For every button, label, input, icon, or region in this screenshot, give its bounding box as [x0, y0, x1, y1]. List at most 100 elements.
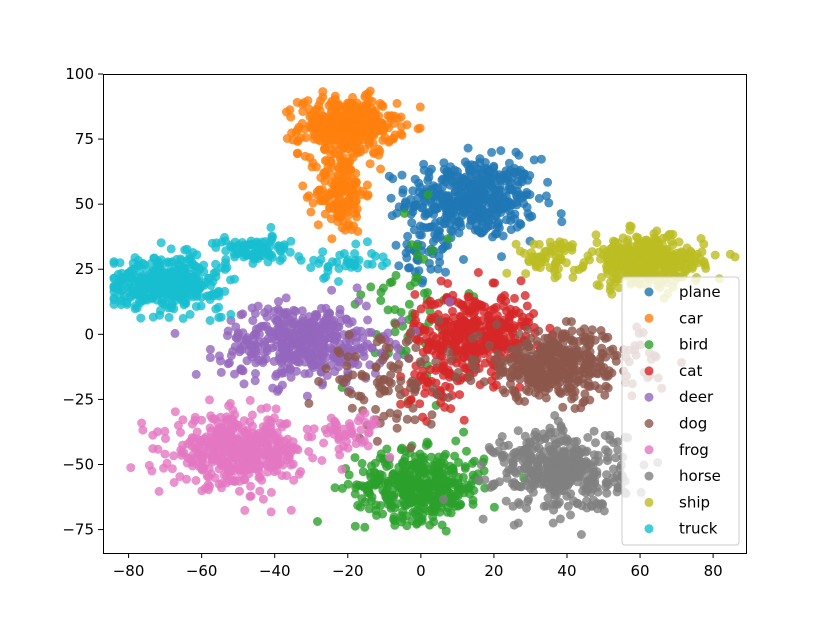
- x-tick-label: −60: [186, 562, 218, 580]
- legend-label-plane: plane: [679, 283, 721, 301]
- x-tick-label: 80: [704, 562, 723, 580]
- legend-label-cat: cat: [679, 362, 702, 380]
- point-plane: [469, 190, 479, 200]
- point-ship: [535, 253, 545, 263]
- point-horse: [515, 465, 525, 475]
- point-plane: [411, 200, 421, 210]
- point-car: [326, 99, 336, 108]
- point-plane: [435, 232, 445, 241]
- point-plane: [494, 185, 504, 195]
- point-plane: [400, 198, 410, 208]
- point-cat: [425, 365, 435, 375]
- point-plane: [416, 230, 426, 240]
- point-dog: [343, 352, 353, 362]
- point-deer: [251, 346, 261, 356]
- point-deer: [251, 324, 261, 334]
- point-dog: [404, 335, 413, 345]
- point-bird: [435, 507, 445, 517]
- point-horse: [557, 430, 567, 440]
- point-bird: [391, 270, 401, 280]
- point-ship: [690, 256, 700, 266]
- point-dog: [304, 398, 314, 408]
- point-plane: [398, 185, 408, 195]
- point-bird: [396, 307, 406, 317]
- point-bird: [382, 484, 392, 494]
- point-bird: [428, 491, 438, 501]
- point-truck: [296, 255, 306, 265]
- point-dog: [344, 330, 354, 340]
- point-truck: [156, 238, 166, 248]
- point-cat: [435, 351, 445, 360]
- point-deer: [244, 346, 254, 356]
- point-deer: [327, 285, 337, 295]
- point-dog: [342, 361, 352, 371]
- point-dog: [578, 374, 588, 384]
- point-dog: [396, 390, 405, 400]
- point-horse: [539, 501, 549, 511]
- point-car: [367, 104, 377, 114]
- point-plane: [481, 224, 491, 233]
- point-plane: [446, 162, 455, 172]
- point-bird: [387, 277, 397, 287]
- point-truck: [115, 258, 125, 268]
- point-deer: [309, 360, 318, 370]
- point-horse: [597, 499, 607, 508]
- point-truck: [136, 313, 146, 323]
- series-plane: [337, 143, 567, 288]
- point-frog: [144, 460, 154, 470]
- legend-marker-frog: [644, 445, 654, 455]
- point-frog: [342, 436, 352, 446]
- point-truck: [117, 296, 127, 306]
- point-bird: [440, 476, 450, 486]
- point-bird: [366, 282, 376, 292]
- point-plane: [496, 146, 506, 156]
- point-car: [339, 199, 349, 208]
- point-car: [376, 164, 386, 174]
- point-truck: [275, 256, 285, 266]
- x-tick-label: 40: [557, 562, 576, 580]
- point-deer: [323, 311, 333, 321]
- point-truck: [345, 259, 354, 269]
- point-truck: [220, 236, 230, 246]
- point-frog: [160, 449, 170, 459]
- point-bird: [459, 427, 469, 437]
- point-horse: [569, 496, 579, 506]
- point-dog: [484, 340, 494, 350]
- point-horse: [474, 475, 484, 485]
- point-frog: [223, 415, 233, 425]
- point-dog: [603, 383, 613, 393]
- point-frog: [218, 440, 228, 450]
- point-frog: [369, 415, 379, 425]
- point-dog: [505, 354, 515, 363]
- point-deer: [276, 358, 286, 368]
- point-horse: [530, 472, 540, 481]
- point-cat: [409, 319, 419, 329]
- point-bird: [441, 449, 450, 459]
- point-frog: [288, 437, 298, 447]
- point-cat: [520, 291, 530, 300]
- point-car: [298, 181, 308, 191]
- point-horse: [566, 489, 576, 499]
- point-truck: [207, 238, 217, 248]
- point-frog: [302, 424, 312, 434]
- x-tick-label: 0: [416, 562, 426, 580]
- point-dog: [567, 326, 577, 336]
- point-cat: [459, 415, 469, 425]
- point-deer: [352, 283, 362, 293]
- point-bird: [350, 521, 360, 531]
- point-frog: [360, 408, 370, 418]
- point-frog: [286, 505, 296, 515]
- point-deer: [250, 376, 260, 386]
- point-truck: [128, 258, 138, 268]
- point-car: [327, 234, 337, 244]
- point-bird: [396, 511, 406, 521]
- point-car: [396, 112, 406, 122]
- point-bird: [344, 470, 354, 480]
- point-bird: [450, 451, 460, 461]
- point-cat: [443, 317, 453, 327]
- point-dog: [381, 343, 391, 353]
- point-dog: [608, 344, 618, 354]
- point-frog: [309, 424, 319, 434]
- point-plane: [440, 202, 450, 212]
- point-dog: [396, 376, 406, 386]
